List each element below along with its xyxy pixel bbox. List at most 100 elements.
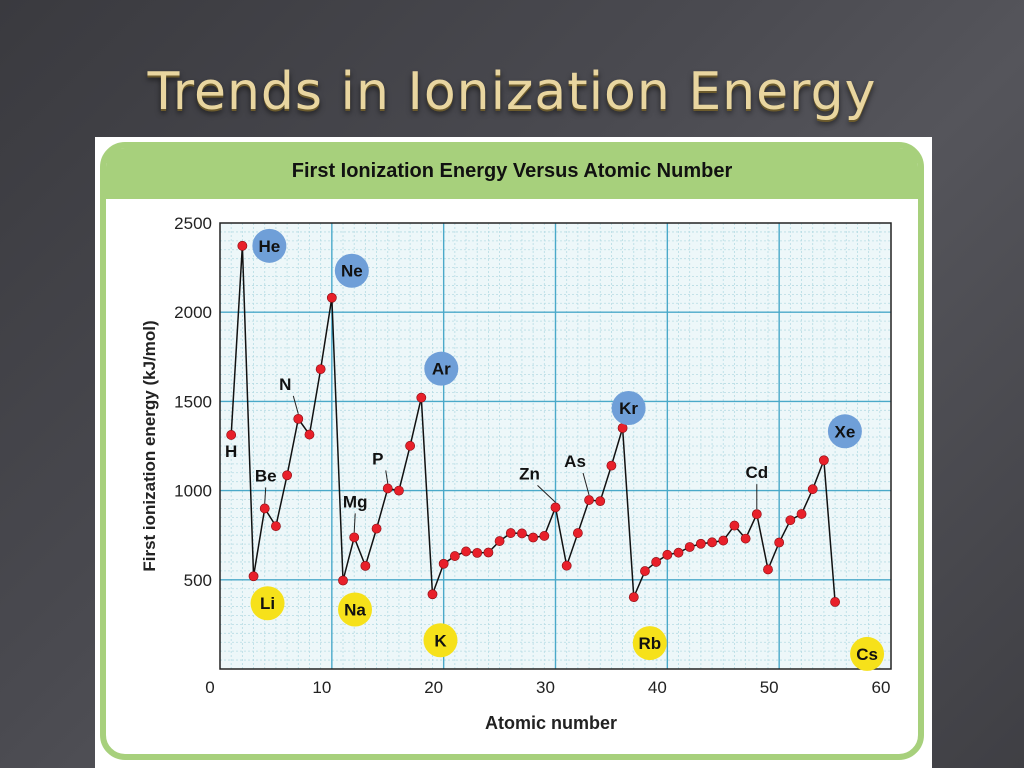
data-point	[617, 423, 628, 433]
annotation-ne-label: Ne	[341, 262, 363, 281]
data-point	[237, 240, 248, 251]
data-point	[729, 520, 740, 531]
annotation-rb-badge	[632, 626, 667, 661]
data-point	[628, 592, 639, 603]
annotation-he-label: He	[258, 237, 280, 256]
data-point	[405, 440, 416, 451]
annotation-as-label: As	[564, 452, 586, 471]
y-tick-label: 1000	[174, 482, 212, 501]
annotation-h-label: H	[225, 442, 237, 461]
data-point	[651, 557, 662, 567]
data-point	[259, 503, 270, 514]
data-point	[438, 558, 449, 569]
data-point	[718, 535, 729, 546]
annotation-kr-label: Kr	[619, 399, 638, 418]
data-point	[505, 528, 516, 538]
data-point	[819, 455, 829, 466]
data-point	[673, 547, 684, 558]
plot-border	[219, 222, 892, 670]
y-tick-label: 2500	[174, 214, 212, 233]
data-point	[640, 566, 650, 576]
data-point	[293, 413, 304, 424]
data-point	[304, 429, 315, 440]
data-point	[662, 549, 673, 560]
annotation-be-label: Be	[255, 466, 277, 485]
annotation-xe-label: Xe	[835, 422, 856, 441]
annotation-zn-leader	[537, 485, 556, 503]
data-point	[830, 597, 840, 607]
annotation-kr-badge	[611, 390, 646, 425]
annotation-k-label: K	[434, 631, 447, 650]
ionization-energy-chart: First Ionization Energy Versus Atomic Nu…	[100, 142, 924, 760]
data-point	[326, 292, 337, 303]
annotation-mg-label: Mg	[343, 492, 368, 511]
x-tick-label: 30	[536, 678, 555, 697]
annotation-li-label: Li	[260, 594, 275, 613]
annotation-mg-leader	[353, 513, 356, 533]
data-point	[271, 521, 281, 532]
data-point	[707, 537, 717, 548]
x-tick-label: 60	[872, 678, 891, 697]
annotation-he-badge	[252, 228, 287, 263]
y-axis-label: First ionization energy (kJ/mol)	[140, 320, 159, 571]
data-point	[550, 502, 561, 513]
annotation-n-leader	[292, 395, 299, 415]
data-point	[796, 509, 807, 519]
data-point	[416, 392, 427, 403]
data-point	[517, 528, 527, 539]
data-point	[394, 485, 404, 496]
data-point	[584, 495, 594, 505]
annotation-ar-badge	[424, 351, 459, 386]
data-point	[315, 364, 326, 375]
data-point	[472, 547, 483, 558]
x-tick-label: 0	[205, 678, 214, 697]
data-point	[807, 484, 818, 495]
data-point	[494, 536, 505, 546]
data-point	[528, 532, 539, 543]
data-point	[427, 589, 438, 600]
annotation-cs-badge	[850, 636, 885, 671]
chart-header-band	[106, 148, 918, 199]
data-point	[461, 546, 471, 557]
annotation-xe-badge	[827, 414, 862, 449]
annotation-rb-label: Rb	[638, 634, 661, 653]
data-point	[785, 515, 796, 526]
slide-title: Trends in Ionization Energy	[147, 62, 877, 122]
annotation-li-badge	[250, 586, 285, 621]
annotation-be-leader	[264, 487, 267, 504]
data-point	[360, 560, 371, 571]
data-point	[695, 538, 706, 549]
data-point	[684, 542, 695, 552]
annotation-cd-label: Cd	[745, 463, 768, 482]
data-point	[248, 571, 259, 582]
annotation-na-label: Na	[344, 601, 366, 620]
x-tick-label: 10	[312, 678, 331, 697]
annotation-na-badge	[338, 592, 373, 627]
x-axis-label: Atomic number	[485, 713, 617, 733]
data-point	[449, 551, 460, 561]
x-tick-label: 40	[648, 678, 667, 697]
x-tick-label: 20	[424, 678, 443, 697]
annotations-group: He Ne Ar Kr Xe Li Na K Rb Cs H Be N Mg P Zn As Cd	[225, 228, 885, 671]
chart-title: First Ionization Energy Versus Atomic Nu…	[292, 160, 733, 182]
chart-panel: First Ionization Energy Versus Atomic Nu…	[95, 137, 932, 768]
data-point	[371, 523, 382, 534]
annotation-ar-label: Ar	[432, 360, 451, 379]
x-tick-label: 50	[760, 678, 779, 697]
data-point	[382, 483, 393, 494]
major-grid	[220, 223, 891, 669]
y-tick-label: 1500	[174, 392, 212, 411]
data-point	[483, 547, 494, 558]
annotation-cs-label: Cs	[856, 645, 878, 664]
annotation-p-label: P	[372, 449, 383, 468]
data-point	[561, 560, 572, 571]
data-point	[572, 528, 583, 538]
annotation-as-leader	[582, 472, 590, 496]
annotation-zn-label: Zn	[519, 464, 540, 483]
data-point	[740, 533, 751, 544]
data-point	[282, 470, 292, 481]
data-point	[595, 496, 606, 507]
annotation-p-leader	[385, 470, 389, 484]
axis-ticks: 0 10 20 30 40 50 60 500 1000 1500 2000 2500	[174, 214, 890, 697]
data-point	[774, 537, 785, 548]
